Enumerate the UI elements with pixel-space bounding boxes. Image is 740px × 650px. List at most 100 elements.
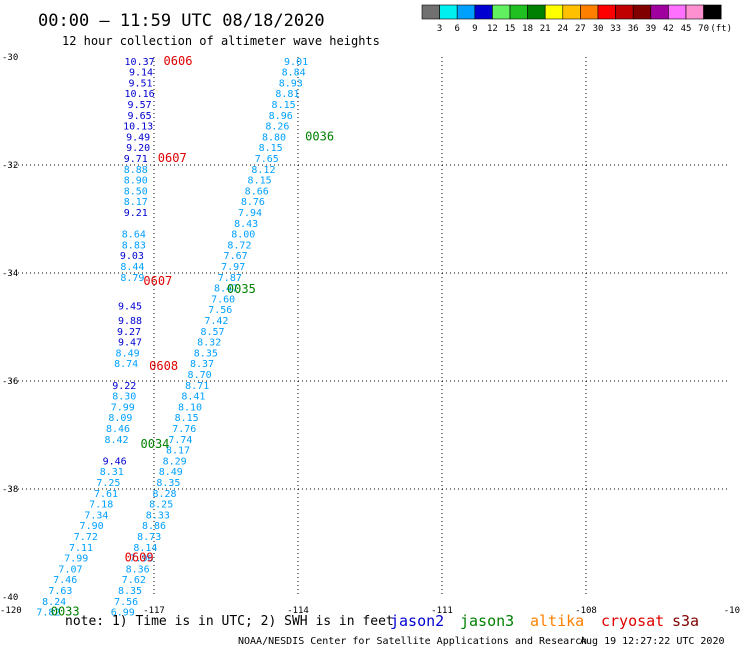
scale-swatch [474,4,493,20]
swh-value: 7.11 [69,543,93,554]
scale-label: 12 [487,24,498,34]
scale-swatch [685,4,704,20]
swh-value: 8.30 [112,392,136,403]
swh-value: 9.46 [103,456,127,467]
swh-value: 8.50 [124,186,148,197]
swh-value: 6.99 [111,608,135,619]
grid-lines [10,57,730,597]
swh-value: 7.56 [208,305,232,316]
swh-value: 7.61 [94,489,118,500]
y-tick-label: -40 [2,593,18,603]
swh-value: 7.99 [64,554,88,565]
scale-swatch [703,4,722,20]
swh-value: 7.76 [172,424,196,435]
swh-value: 8.14 [133,543,157,554]
swh-value: 8.57 [201,327,225,338]
scale-swatch [562,4,581,20]
swh-value: 8.33 [146,510,170,521]
swh-value: 8.35 [156,478,180,489]
color-scale: 3 6 9 12 15 18 21 24 27 30 33 36 39 42 45 70 (ft) [421,4,732,34]
swh-value: 7.60 [211,294,235,305]
scale-swatch [632,4,652,20]
swh-value: 9.22 [112,381,136,392]
swh-value: 8.46 [106,424,130,435]
x-tick-label: -117 [143,606,165,616]
swh-value: 8.09 [108,413,132,424]
swh-value: 9.57 [128,100,152,111]
x-tick-label: -120 [0,606,22,616]
scale-label: 21 [540,24,551,34]
swh-value: 7.65 [255,154,279,165]
swh-value: 10.16 [125,89,155,100]
y-tick-label: -38 [2,485,18,495]
scale-label: 27 [575,24,586,34]
swh-value: 8.44 [120,262,144,273]
scale-label: 24 [557,24,568,34]
swh-value: 9.01 [284,57,308,68]
swh-value: 8.15 [272,100,296,111]
scale-swatch [544,4,564,20]
pass-time-label: 0608 [149,359,178,373]
swh-value: 8.17 [124,197,148,208]
swh-value: 9.51 [129,78,153,89]
pass-time-label: 0607 [158,151,187,165]
swh-value: 8.28 [153,489,177,500]
y-tick-label: -32 [2,161,18,171]
scale-label: 45 [681,24,692,34]
chart-title: 00:00 – 11:59 UTC 08/18/2020 [38,11,325,31]
swh-value: 8.80 [262,132,286,143]
swh-value: 8.15 [248,176,272,187]
swh-value: 7.56 [114,597,138,608]
swh-value: 8.17 [166,446,190,457]
swh-value: 7.18 [89,500,113,511]
pass-time-label: 0035 [227,282,256,296]
satellite-legend-item: jason3 [460,612,514,630]
pass-time-label: 0606 [164,54,193,68]
swh-value: 9.65 [128,111,152,122]
swh-value: 7.07 [58,564,82,575]
swh-value: 9.03 [120,251,144,262]
swh-value: 7.63 [48,586,72,597]
footer-source: NOAA/NESDIS Center for Satellite Applica… [238,636,587,647]
swh-value: 8.64 [122,230,146,241]
swh-value: 8.84 [282,68,306,79]
swh-value: 8.88 [124,165,148,176]
swh-value: 8.83 [122,240,146,251]
scale-swatch [650,4,669,20]
swh-value: 8.00 [231,230,255,241]
swh-value: 7.94 [238,208,262,219]
swh-value: 9.49 [126,132,150,143]
scale-label: 33 [610,24,621,34]
swh-value: 8.73 [137,532,161,543]
swh-value: 8.29 [163,456,187,467]
satellite-legend-item: cryosat [601,612,664,630]
scale-swatch [492,4,511,20]
swh-value: 7.97 [221,262,245,273]
swh-value: 8.74 [114,359,138,370]
swh-value: 9.71 [124,154,148,165]
swh-value: 8.47 [214,284,238,295]
scale-label: 30 [593,24,604,34]
swh-value: 7.46 [53,575,77,586]
swh-value: 10.37 [125,57,155,68]
swh-value: 8.90 [124,176,148,187]
footer-timestamp: Aug 19 12:27:22 UTC 2020 [580,636,725,647]
x-tick-labels: -120 -117 -114 -111 -108 -10 [0,606,740,616]
swh-value: 8.43 [234,219,258,230]
scale-label: 70 [698,24,709,34]
swh-value: 10.13 [123,122,153,133]
swh-value: 8.41 [181,392,205,403]
swh-value: 8.24 [42,597,66,608]
swh-value: 8.79 [120,273,144,284]
y-tick-labels: -30 -32 -34 -36 -38 -40 [2,53,18,603]
y-tick-label: -34 [2,269,18,279]
swh-value: 8.12 [251,165,275,176]
satellite-legend-item: s3a [672,612,699,630]
swh-value: 8.37 [190,359,214,370]
swh-value: 7.90 [80,521,104,532]
data-points: 10.379.149.5110.169.579.6510.139.499.209… [36,57,308,619]
scale-swatch [527,4,546,20]
pass-time-label: 0607 [143,274,172,288]
swh-value: 9.45 [118,301,142,312]
